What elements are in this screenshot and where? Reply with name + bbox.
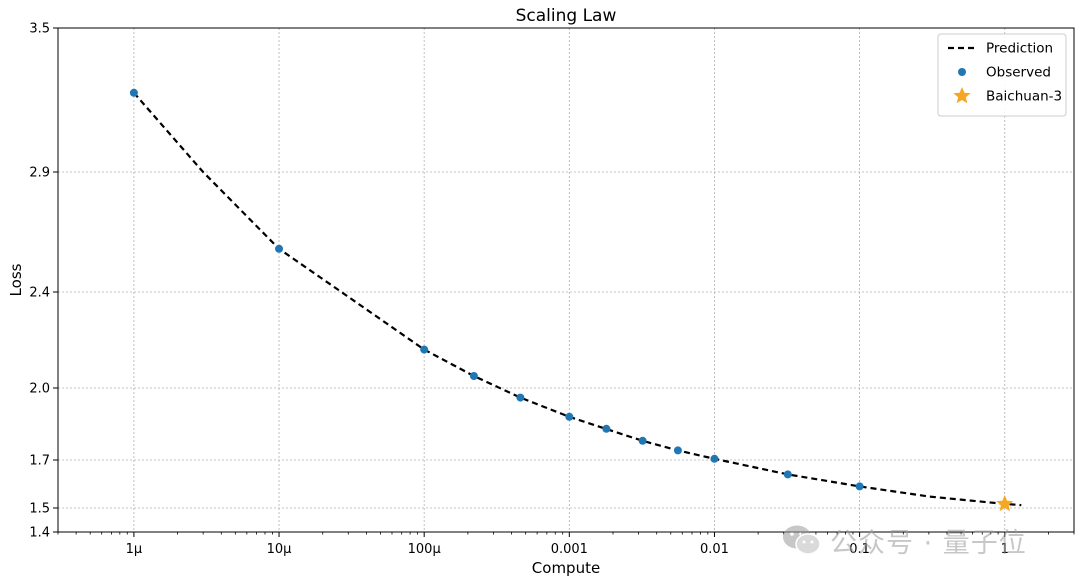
x-axis-label: Compute: [532, 559, 600, 577]
y-tick-label: 2.4: [29, 286, 50, 301]
y-tick-label: 1.7: [29, 454, 50, 469]
y-tick-label: 2.0: [29, 382, 50, 397]
legend-label: Baichuan-3: [986, 89, 1062, 105]
plot-frame: [57, 27, 1075, 533]
observed-point: [129, 88, 138, 97]
observed-point: [673, 446, 682, 455]
x-tick-label: 0.001: [551, 542, 588, 557]
observed-point: [855, 482, 864, 491]
observed-point: [710, 454, 719, 463]
x-tick-label: 10μ: [267, 542, 292, 557]
y-tick-label: 3.5: [29, 22, 50, 37]
x-tick-label: 0.1: [849, 542, 870, 557]
y-tick-label: 1.5: [29, 502, 50, 517]
prediction-line: [133, 92, 1022, 507]
observed-point: [469, 372, 478, 380]
legend-label: Observed: [986, 65, 1051, 81]
legend-observed-swatch: [958, 68, 966, 76]
series-layer: [129, 88, 1022, 512]
observed-point: [638, 436, 647, 445]
y-tick-label: 1.4: [29, 526, 50, 541]
x-tick-label: 0.01: [700, 542, 729, 557]
chart-title: Scaling Law: [516, 6, 617, 26]
observed-point: [420, 345, 429, 354]
legend: Prediction Observed Baichuan-3: [937, 33, 1067, 117]
observed-point: [602, 424, 611, 433]
x-tick-label: 100μ: [408, 542, 441, 557]
x-tick-label: 1: [1001, 542, 1009, 557]
legend-baichuan-3-swatch: [953, 87, 971, 104]
legend-box: [937, 33, 1067, 117]
wechat-icon: [783, 525, 821, 555]
ticks-layer: 1μ 10μ 100μ 0.001 0.01 0.1 1 3.5 2.9 2.4 2.0 1.7 1.5…: [29, 22, 1075, 557]
observed-point: [516, 393, 525, 402]
observed-point: [565, 412, 574, 421]
grid-layer: [58, 28, 1074, 532]
observed-point: [275, 244, 284, 253]
y-tick-label: 2.9: [29, 166, 50, 181]
legend-label: Prediction: [986, 41, 1053, 57]
watermark-text: 公众号 · 量子位: [830, 527, 1027, 559]
observed-point: [783, 470, 792, 479]
watermark: 公众号 · 量子位: [782, 519, 1027, 561]
y-axis-label: Loss: [7, 263, 25, 296]
baichuan-3-point: [996, 494, 1014, 512]
x-tick-label: 1μ: [126, 542, 143, 557]
